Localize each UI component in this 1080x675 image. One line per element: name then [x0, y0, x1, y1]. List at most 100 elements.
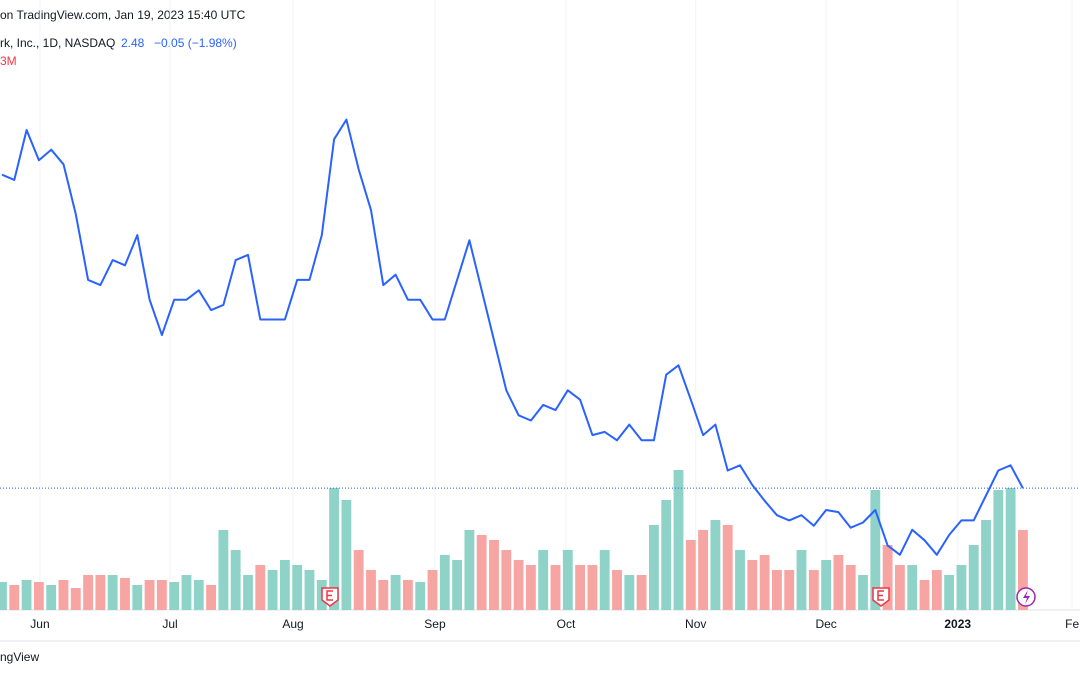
- volume-bar: [562, 550, 573, 610]
- volume-bar: [981, 520, 991, 610]
- marker-bolt: [1023, 590, 1030, 604]
- volume-bar: [427, 570, 438, 610]
- volume-bar: [735, 550, 745, 610]
- volume-bar: [70, 588, 81, 610]
- volume-bar: [243, 575, 253, 610]
- volume-bar: [525, 565, 536, 610]
- volume-bar: [919, 580, 930, 610]
- volume-bar: [415, 582, 426, 610]
- volume-bar: [993, 490, 1004, 610]
- volume-bar: [894, 565, 905, 610]
- volume-bar: [907, 565, 918, 610]
- volume-bar: [808, 570, 819, 610]
- volume-bar: [95, 575, 106, 610]
- volume-bar: [759, 555, 770, 610]
- header-source: on TradingView.com, Jan 19, 2023 15:40 U…: [0, 8, 246, 22]
- x-tick-label: 2023: [944, 617, 971, 631]
- volume-bar: [845, 565, 856, 610]
- volume-bar: [169, 582, 180, 610]
- volume-bar: [353, 550, 364, 610]
- x-tick-label: Nov: [685, 617, 706, 631]
- volume-bar: [599, 550, 610, 610]
- volume-bar: [956, 565, 967, 610]
- volume-bar: [0, 582, 7, 610]
- volume-bar: [882, 545, 893, 610]
- earnings-glyph: [326, 590, 333, 601]
- volume-bar: [1018, 530, 1028, 610]
- earnings-glyph: [877, 590, 884, 601]
- x-tick-label: Dec: [815, 617, 836, 631]
- volume-bar: [550, 565, 561, 610]
- volume-bar: [501, 550, 512, 610]
- volume-bar: [144, 580, 155, 610]
- earnings-marker: [872, 587, 890, 607]
- volume-bar: [661, 500, 672, 610]
- earnings-badge: [872, 587, 890, 607]
- volume-bar: [33, 582, 44, 610]
- volume-bar: [636, 575, 647, 610]
- volume-bar: [489, 540, 499, 610]
- volume-bar: [218, 530, 229, 610]
- volume-bar: [612, 570, 622, 610]
- volume-bar: [156, 580, 167, 610]
- volume-bar: [476, 535, 487, 610]
- volume-bar: [402, 580, 413, 610]
- volume-bar: [931, 570, 942, 610]
- grid: [39, 0, 1073, 610]
- volume-bar: [341, 500, 352, 610]
- volume-bar: [181, 575, 192, 610]
- volume-bar: [870, 490, 881, 610]
- volume-bar: [267, 570, 278, 610]
- volume-bar: [624, 575, 635, 610]
- x-tick-label: Jul: [162, 617, 177, 631]
- volume-bar: [796, 550, 807, 610]
- volume-bar: [587, 565, 598, 610]
- x-tick-label: Jun: [30, 617, 49, 631]
- volume-bar: [292, 565, 303, 610]
- volume-bar: [9, 585, 20, 610]
- volume-bar: [538, 550, 549, 610]
- volume-bar: [107, 575, 118, 610]
- volume-bar: [747, 560, 758, 610]
- plot: [0, 118, 1080, 556]
- x-tick-label: Oct: [557, 617, 576, 631]
- volume-bar: [858, 575, 868, 610]
- volume-bar: [575, 565, 586, 610]
- volume-bar: [366, 570, 376, 610]
- volume-bar: [193, 580, 204, 610]
- volume-bar: [378, 580, 389, 610]
- earnings-badge: [321, 587, 339, 607]
- volume-bar: [329, 488, 340, 610]
- volume-bar: [120, 578, 130, 610]
- volume-bar: [206, 585, 216, 610]
- earnings-marker: [321, 587, 339, 607]
- volume-bar: [685, 540, 696, 610]
- price-change: −0.05 (−1.98%): [154, 36, 237, 50]
- x-tick-label: Fe: [1065, 617, 1079, 631]
- volume-bar: [464, 530, 475, 610]
- dividend-marker: [1016, 587, 1036, 607]
- last-price: 2.48: [121, 36, 145, 50]
- volume-bar: [255, 565, 266, 610]
- volume-bar: [513, 560, 524, 610]
- volume-bar: [58, 580, 69, 610]
- volume-bar: [648, 525, 659, 610]
- x-tick-label: Aug: [282, 617, 303, 631]
- price-line: [1, 118, 1024, 556]
- volume-bar: [944, 575, 955, 610]
- volume-bar: [833, 555, 844, 610]
- volume-bar: [1005, 488, 1016, 610]
- volume-bar: [46, 585, 57, 610]
- volume-bar: [21, 580, 32, 610]
- volume-bar: [698, 530, 709, 610]
- x-tick-label: Sep: [424, 617, 446, 631]
- volume-bar: [390, 575, 401, 610]
- volume-bar: [968, 545, 979, 610]
- volume-bar: [132, 585, 143, 610]
- volume-bar: [821, 560, 832, 610]
- volume-bar: [771, 570, 782, 610]
- volume-bar: [439, 555, 450, 610]
- volume-bar: [230, 550, 241, 610]
- volume-bar: [722, 525, 733, 610]
